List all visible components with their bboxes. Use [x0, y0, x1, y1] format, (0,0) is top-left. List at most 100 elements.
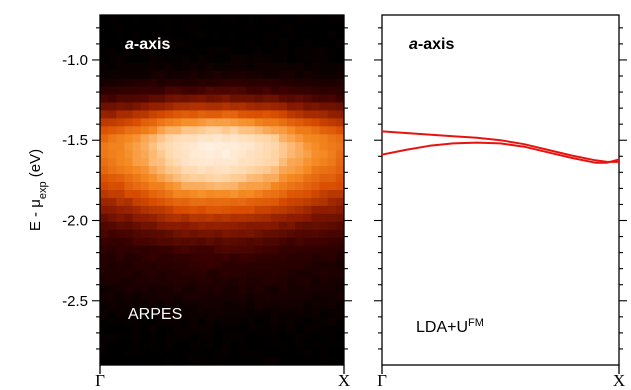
heatmap-cell [303, 110, 313, 119]
heatmap-cell [108, 293, 117, 302]
heatmap-cell [100, 86, 109, 96]
heatmap-cell [173, 221, 182, 231]
heatmap-cell [278, 62, 288, 72]
heatmap-cell [295, 277, 304, 287]
heatmap-cell [165, 78, 174, 88]
heatmap-cell [262, 62, 272, 72]
heatmap-cell [295, 174, 304, 183]
heatmap-cell [181, 70, 191, 80]
heatmap-cell [335, 325, 344, 334]
heatmap-cell [327, 253, 337, 263]
heatmap-cell [205, 261, 215, 271]
heatmap-cell [156, 277, 166, 287]
heatmap-cell [148, 285, 158, 294]
heatmap-cell [222, 102, 231, 112]
heatmap-cell [311, 221, 321, 231]
heatmap-cell [327, 150, 337, 159]
heatmap-cell [148, 118, 158, 127]
heatmap-cell [319, 357, 329, 365]
heatmap-cell [254, 30, 264, 40]
heatmap-cell [311, 126, 321, 135]
heatmap-cell [246, 205, 256, 215]
heatmap-cell [262, 94, 272, 104]
heatmap-cell [140, 197, 150, 207]
heatmap-cell [181, 293, 191, 302]
heatmap-cell [254, 38, 264, 48]
heatmap-cell [222, 150, 231, 159]
heatmap-cell [303, 277, 313, 287]
heatmap-cell [287, 166, 296, 175]
heatmap-cell [108, 349, 117, 358]
heatmap-cell [303, 205, 313, 215]
heatmap-cell [319, 341, 329, 350]
heatmap-cell [295, 166, 304, 175]
heatmap-cell [246, 62, 256, 72]
heatmap-cell [335, 277, 344, 287]
heatmap-cell [100, 126, 109, 135]
heatmap-cell [148, 261, 158, 271]
heatmap-cell [238, 293, 247, 302]
heatmap-cell [132, 22, 142, 32]
heatmap-cell [165, 110, 174, 119]
heatmap-cell [197, 134, 207, 143]
heatmap-cell [124, 221, 134, 231]
heatmap-cell [262, 333, 272, 342]
heatmap-cell [173, 62, 182, 72]
heatmap-cell [327, 190, 337, 199]
heatmap-cell [116, 54, 125, 64]
heatmap-cell [140, 325, 150, 334]
heatmap-cell [295, 118, 304, 127]
method-label-sup: FM [468, 317, 484, 329]
heatmap-cell [213, 126, 223, 135]
heatmap-cell [181, 22, 191, 32]
heatmap-cell [156, 182, 166, 191]
heatmap-cell [189, 134, 199, 143]
heatmap-cell [303, 341, 313, 350]
heatmap-cell [100, 110, 109, 119]
heatmap-cell [148, 110, 158, 119]
heatmap-cell [230, 70, 239, 80]
heatmap-cell [108, 30, 117, 40]
method-label-main: LDA+U [416, 319, 468, 336]
heatmap-cell [173, 94, 182, 104]
heatmap-cell [335, 46, 344, 56]
heatmap-cell [230, 78, 239, 88]
heatmap-cell [270, 38, 280, 48]
heatmap-cell [295, 269, 304, 279]
heatmap-cell [156, 78, 166, 88]
heatmap-cell [100, 190, 109, 199]
heatmap-cell [303, 285, 313, 294]
heatmap-cell [287, 62, 296, 72]
heatmap-cell [156, 174, 166, 183]
heatmap-cell [132, 142, 142, 151]
heatmap-cell [156, 126, 166, 135]
heatmap-cell [213, 317, 223, 326]
heatmap-cell [278, 166, 288, 175]
heatmap-cell [222, 301, 231, 310]
heatmap-cell [262, 357, 272, 365]
heatmap-cell [254, 261, 264, 271]
heatmap-cell [222, 285, 231, 294]
heatmap-cell [319, 253, 329, 263]
heatmap-cell [295, 205, 304, 215]
y-axis-title: E - μexp (eV) [27, 149, 49, 231]
heatmap-cell [270, 269, 280, 279]
heatmap-cell [319, 150, 329, 159]
heatmap-cell [100, 102, 109, 112]
heatmap-cell [181, 277, 191, 287]
heatmap-cell [311, 15, 321, 24]
heatmap-cell [140, 301, 150, 310]
heatmap-cell [230, 317, 239, 326]
heatmap-cell [108, 134, 117, 143]
heatmap-cell [197, 22, 207, 32]
heatmap-cell [197, 190, 207, 199]
heatmap-cell [100, 253, 109, 263]
heatmap-cell [140, 293, 150, 302]
heatmap-cell [327, 110, 337, 119]
heatmap-cell [205, 174, 215, 183]
heatmap-cell [222, 245, 231, 255]
left-xtick-gamma: Γ [95, 371, 105, 390]
heatmap-cell [319, 38, 329, 48]
heatmap-cell [278, 102, 288, 112]
heatmap-cell [116, 261, 125, 271]
